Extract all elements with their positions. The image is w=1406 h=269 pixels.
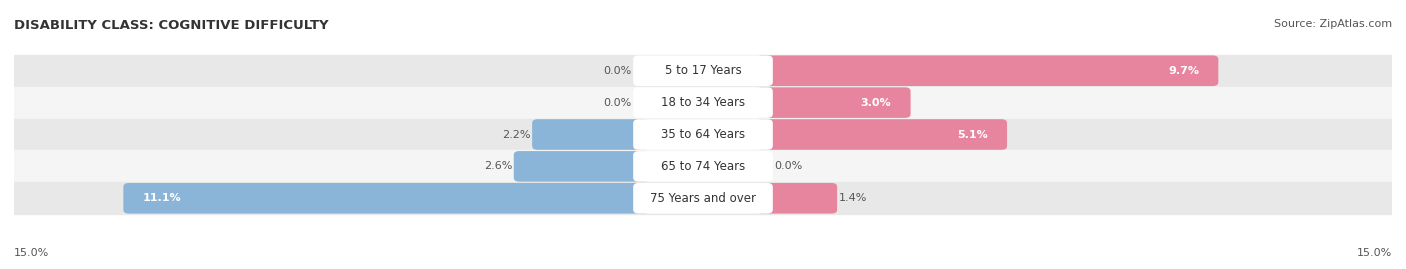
Text: 2.6%: 2.6% (484, 161, 512, 171)
Text: 65 to 74 Years: 65 to 74 Years (661, 160, 745, 173)
Text: 15.0%: 15.0% (14, 248, 49, 258)
Text: DISABILITY CLASS: COGNITIVE DIFFICULTY: DISABILITY CLASS: COGNITIVE DIFFICULTY (14, 19, 329, 32)
Text: 5.1%: 5.1% (957, 129, 988, 140)
FancyBboxPatch shape (633, 87, 773, 118)
Bar (14, 150, 1392, 182)
Text: 0.0%: 0.0% (775, 161, 803, 171)
Text: 11.1%: 11.1% (142, 193, 181, 203)
FancyBboxPatch shape (756, 55, 1219, 86)
FancyBboxPatch shape (633, 183, 773, 214)
FancyBboxPatch shape (756, 119, 1007, 150)
FancyBboxPatch shape (531, 119, 650, 150)
FancyBboxPatch shape (124, 183, 650, 214)
Text: 0.0%: 0.0% (603, 98, 631, 108)
Text: 9.7%: 9.7% (1168, 66, 1199, 76)
Text: 3.0%: 3.0% (860, 98, 891, 108)
Text: 18 to 34 Years: 18 to 34 Years (661, 96, 745, 109)
FancyBboxPatch shape (633, 151, 773, 182)
Text: 5 to 17 Years: 5 to 17 Years (665, 64, 741, 77)
FancyBboxPatch shape (633, 55, 773, 86)
Text: 35 to 64 Years: 35 to 64 Years (661, 128, 745, 141)
Text: Source: ZipAtlas.com: Source: ZipAtlas.com (1274, 19, 1392, 29)
Text: 2.2%: 2.2% (502, 129, 531, 140)
FancyBboxPatch shape (756, 87, 911, 118)
FancyBboxPatch shape (633, 119, 773, 150)
Bar (14, 119, 1392, 150)
FancyBboxPatch shape (513, 151, 650, 182)
Text: 0.0%: 0.0% (603, 66, 631, 76)
Text: 75 Years and over: 75 Years and over (650, 192, 756, 205)
Text: 1.4%: 1.4% (838, 193, 868, 203)
Bar (14, 182, 1392, 214)
Text: 15.0%: 15.0% (1357, 248, 1392, 258)
Bar (14, 87, 1392, 119)
FancyBboxPatch shape (756, 183, 837, 214)
Bar (14, 55, 1392, 87)
